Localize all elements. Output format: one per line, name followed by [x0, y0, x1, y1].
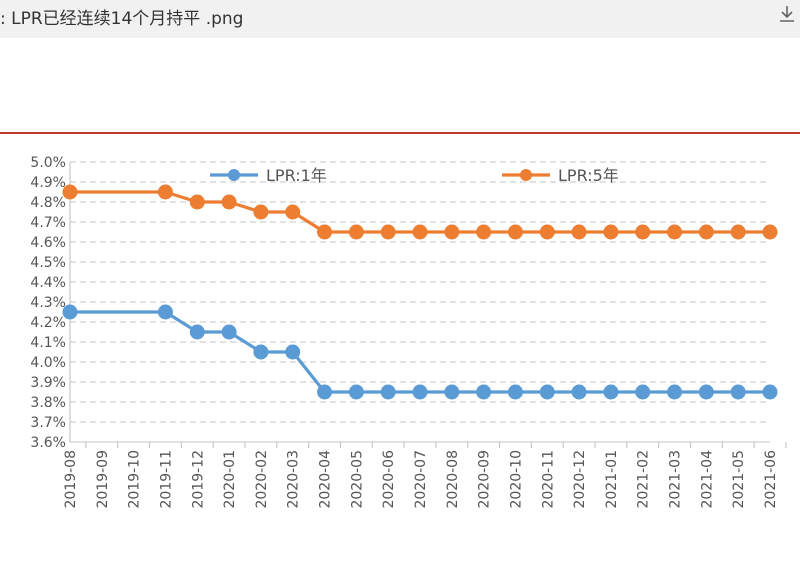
data-point	[603, 384, 619, 400]
x-tick-label: 2019-12	[190, 450, 206, 509]
y-tick-label: 4.2%	[30, 315, 66, 331]
y-tick-label: 3.6%	[30, 435, 66, 451]
data-point	[285, 344, 301, 360]
data-point	[189, 324, 205, 340]
x-tick-label: 2020-03	[286, 450, 302, 509]
y-tick-label: 4.3%	[30, 295, 66, 311]
data-point	[730, 384, 746, 400]
data-point	[698, 384, 714, 400]
x-tick-label: 2020-01	[222, 450, 238, 509]
data-point	[476, 384, 492, 400]
y-tick-label: 5.0%	[30, 155, 66, 171]
x-tick-label: 2019-10	[127, 450, 143, 509]
x-tick-label: 2020-04	[318, 450, 334, 509]
series-layer	[62, 184, 778, 400]
grid-lines	[69, 161, 770, 443]
data-point	[539, 384, 555, 400]
x-tick-label: 2020-09	[477, 450, 493, 509]
data-point	[730, 224, 746, 240]
x-tick-label: 2021-05	[731, 450, 747, 509]
x-tick-label: 2019-08	[63, 450, 79, 509]
data-point	[507, 384, 523, 400]
data-point	[444, 384, 460, 400]
data-point	[380, 384, 396, 400]
legend-marker	[520, 169, 532, 181]
legend: LPR:1年 LPR:5年	[210, 166, 619, 185]
x-tick-label: 2021-01	[604, 450, 620, 509]
data-point	[221, 194, 237, 210]
x-tick-label: 2020-10	[508, 450, 524, 509]
data-point	[412, 224, 428, 240]
data-point	[62, 304, 78, 320]
data-point	[507, 224, 523, 240]
data-point	[157, 304, 173, 320]
y-tick-label: 4.5%	[30, 255, 66, 271]
file-header-bar: : LPR已经连续14个月持平 .png	[0, 0, 800, 38]
data-point	[348, 384, 364, 400]
data-point	[571, 224, 587, 240]
y-tick-label: 3.9%	[30, 375, 66, 391]
x-tick-label: 2019-09	[95, 450, 111, 509]
data-point	[539, 224, 555, 240]
x-tick-label: 2020-11	[540, 450, 556, 509]
data-point	[667, 384, 683, 400]
y-tick-label: 4.6%	[30, 235, 66, 251]
x-tick-label: 2020-02	[254, 450, 270, 509]
y-tick-label: 4.4%	[30, 275, 66, 291]
data-point	[62, 184, 78, 200]
x-tick-label: 2021-03	[668, 450, 684, 509]
x-tick-label: 2021-06	[763, 450, 779, 509]
x-tick-label: 2020-07	[413, 450, 429, 509]
data-point	[635, 384, 651, 400]
data-point	[221, 324, 237, 340]
data-point	[444, 224, 460, 240]
x-tick-label: 2019-11	[158, 450, 174, 509]
data-point	[253, 344, 269, 360]
x-tick-label: 2020-05	[349, 450, 365, 509]
series-line-1	[70, 310, 770, 394]
y-tick-label: 3.8%	[30, 395, 66, 411]
file-name: : LPR已经连续14个月持平 .png	[0, 9, 244, 29]
divider-line	[0, 132, 800, 134]
data-point	[571, 384, 587, 400]
data-point	[698, 224, 714, 240]
x-tick-label: 2020-08	[445, 450, 461, 509]
data-point	[253, 204, 269, 220]
legend-label: LPR:5年	[558, 166, 619, 185]
data-point	[412, 384, 428, 400]
y-tick-label: 4.1%	[30, 335, 66, 351]
x-tick-label: 2021-04	[699, 450, 715, 509]
data-point	[476, 224, 492, 240]
data-point	[189, 194, 205, 210]
legend-label: LPR:1年	[266, 166, 327, 185]
data-point	[667, 224, 683, 240]
data-point	[157, 184, 173, 200]
x-tick-label: 2020-12	[572, 450, 588, 509]
data-point	[603, 224, 619, 240]
data-point	[762, 224, 778, 240]
download-icon[interactable]	[776, 3, 798, 25]
data-point	[285, 204, 301, 220]
legend-marker	[228, 169, 240, 181]
x-axis-ticks: 2019-08 2019-09 2019-10 2019-11 2019-12 2020-…	[63, 442, 787, 509]
data-point	[635, 224, 651, 240]
data-point	[762, 384, 778, 400]
y-tick-label: 4.0%	[30, 355, 66, 371]
y-tick-label: 4.8%	[30, 195, 66, 211]
data-point	[317, 224, 333, 240]
x-tick-label: 2020-06	[381, 450, 397, 509]
y-tick-label: 3.7%	[30, 415, 66, 431]
data-point	[317, 384, 333, 400]
x-tick-label: 2021-02	[636, 450, 652, 509]
y-axis-ticks: 3.6% 3.7% 3.8% 3.9% 4.0% 4.1% 4.2% 4.3% 4.4% 4.5%…	[30, 155, 66, 451]
y-tick-label: 4.7%	[30, 215, 66, 231]
y-tick-label: 4.9%	[30, 175, 66, 191]
data-point	[380, 224, 396, 240]
data-point	[348, 224, 364, 240]
